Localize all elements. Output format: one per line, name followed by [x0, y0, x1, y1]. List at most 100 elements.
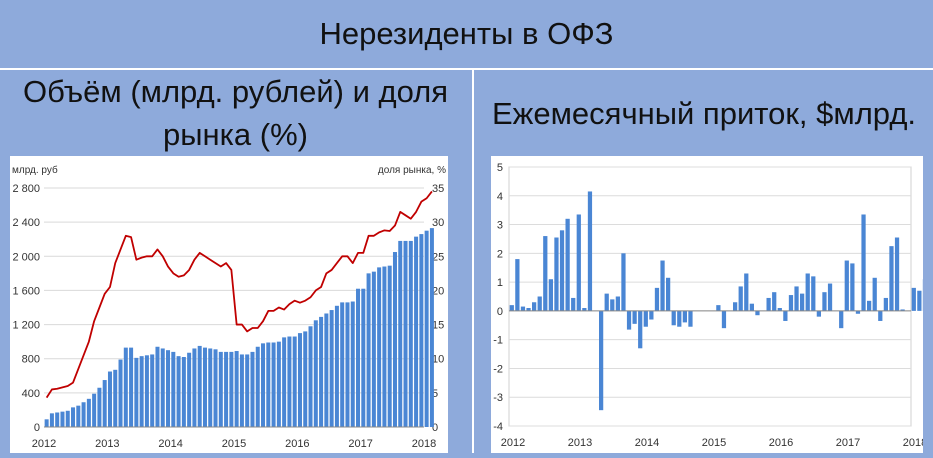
- volume-bar: [330, 310, 334, 427]
- volume-bar: [214, 349, 218, 427]
- inflow-bar: [515, 259, 519, 311]
- inflow-bar: [822, 292, 826, 311]
- inflow-bar: [884, 298, 888, 311]
- volume-bar: [203, 348, 207, 427]
- inflow-bar: [750, 304, 754, 311]
- volume-bar: [382, 267, 386, 427]
- volume-bar: [55, 412, 59, 427]
- inflow-bar: [549, 279, 553, 311]
- inflow-bar: [666, 278, 670, 311]
- inflow-bar: [889, 246, 893, 311]
- volume-bar: [372, 272, 376, 427]
- volume-bar: [113, 370, 117, 427]
- volume-bar: [108, 372, 112, 427]
- volume-bar: [124, 348, 128, 427]
- inflow-bar: [912, 288, 916, 311]
- inflow-bar: [895, 238, 899, 311]
- inflow-bar: [733, 302, 737, 311]
- inflow-bar: [789, 295, 793, 311]
- x-tick-label: 2014: [635, 437, 659, 449]
- y-tick-label: 2: [497, 248, 503, 260]
- x-tick-label: 2017: [836, 437, 860, 449]
- inflow-bar: [739, 286, 743, 310]
- volume-bar: [345, 302, 349, 427]
- y-tick-label: -2: [493, 363, 503, 375]
- inflow-bar: [532, 302, 536, 311]
- volume-bar: [351, 302, 355, 427]
- volume-bar: [293, 337, 297, 427]
- right-column-heading: Ежемесячный приток, $млрд.: [475, 70, 933, 156]
- left-column-heading: Объём (млрд. рублей) и доля рынка (%): [0, 70, 471, 156]
- volume-bar: [393, 252, 397, 427]
- volume-bar: [377, 267, 381, 427]
- inflow-bar: [716, 305, 720, 311]
- inflow-bar: [588, 191, 592, 310]
- inflow-bar: [850, 263, 854, 310]
- inflow-bar: [688, 311, 692, 327]
- volume-bar: [208, 348, 212, 427]
- inflow-bar: [767, 298, 771, 311]
- volume-bar: [224, 352, 228, 427]
- inflow-bar: [633, 311, 637, 324]
- inflow-bar: [566, 219, 570, 311]
- inflow-bar: [621, 253, 625, 311]
- inflow-bar: [554, 238, 558, 311]
- y-tick-label: -3: [493, 392, 503, 404]
- inflow-bar: [521, 307, 525, 311]
- left-y-tick-label: 2 800: [12, 183, 40, 195]
- inflow-bar: [722, 311, 726, 328]
- x-tick-label: 2014: [158, 438, 182, 450]
- inflow-bar: [649, 311, 653, 320]
- volume-bar: [261, 343, 265, 427]
- volume-bar: [356, 289, 360, 427]
- volume-bar: [430, 228, 434, 427]
- volume-bar: [177, 356, 181, 427]
- volume-bar: [219, 352, 223, 427]
- volume-bar: [182, 357, 186, 427]
- inflow-bar: [873, 278, 877, 311]
- volume-bar: [166, 350, 170, 427]
- volume-bar: [50, 413, 54, 427]
- volume-bar: [256, 347, 260, 427]
- inflow-bar: [867, 301, 871, 311]
- inflow-bar: [610, 299, 614, 311]
- inflow-bar: [677, 311, 681, 327]
- left-y-tick-label: 400: [22, 388, 40, 400]
- inflow-bar: [878, 311, 882, 321]
- inflow-bar: [800, 294, 804, 311]
- volume-bar: [145, 355, 149, 427]
- right-y-tick-label: 30: [432, 217, 444, 229]
- volume-bar: [388, 266, 392, 427]
- y-tick-label: 4: [497, 191, 503, 203]
- volume-bar: [119, 360, 123, 427]
- volume-bar: [414, 237, 418, 427]
- volume-bar: [171, 352, 175, 427]
- volume-bar: [155, 347, 159, 427]
- inflow-bar: [599, 311, 603, 410]
- volume-bar: [361, 289, 365, 427]
- inflow-bar: [811, 276, 815, 311]
- volume-bar: [419, 234, 423, 427]
- volume-bar: [150, 354, 154, 427]
- inflow-bar: [845, 261, 849, 311]
- x-tick-label: 2012: [501, 437, 525, 449]
- volume-bar: [235, 351, 239, 427]
- inflow-bar: [783, 311, 787, 321]
- left-y-tick-label: 2 000: [12, 251, 40, 263]
- inflow-bar: [772, 292, 776, 311]
- volume-bar: [272, 343, 276, 428]
- volume-bar: [82, 402, 86, 427]
- x-tick-label: 2016: [769, 437, 793, 449]
- left-y-tick-label: 1 200: [12, 320, 40, 332]
- y-tick-label: 0: [497, 306, 503, 318]
- inflow-bar: [538, 297, 542, 311]
- inflow-bar: [627, 311, 631, 330]
- inflow-bar: [577, 214, 581, 310]
- inflow-bar: [794, 286, 798, 310]
- x-tick-label: 2015: [222, 438, 246, 450]
- inflow-bar: [817, 311, 821, 317]
- volume-bar: [398, 241, 402, 427]
